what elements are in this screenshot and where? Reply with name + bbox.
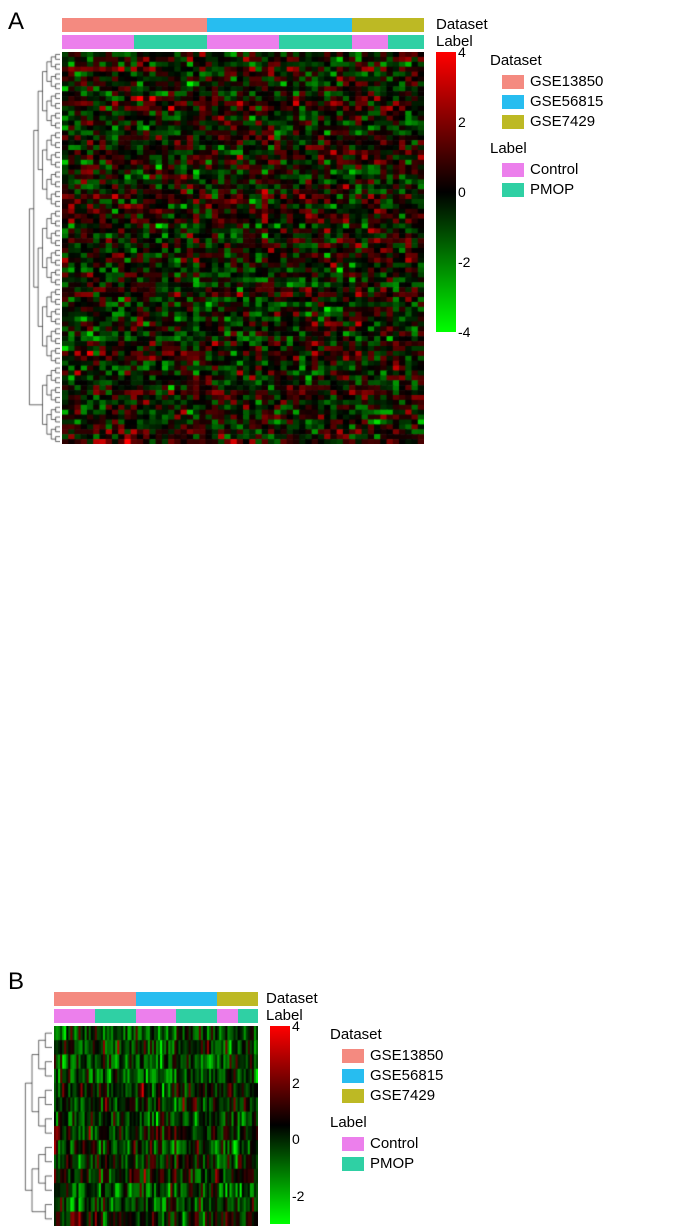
legend-label: PMOP <box>530 181 574 198</box>
legend-swatch <box>342 1137 364 1151</box>
legend-item-gse13850: GSE13850 <box>342 1047 443 1064</box>
legend-title: Label <box>490 140 603 157</box>
legend-block-dataset: Dataset GSE13850 GSE56815 GSE7429 <box>330 1026 443 1104</box>
legend-label: GSE13850 <box>370 1047 443 1064</box>
legend-swatch <box>342 1069 364 1083</box>
legend-swatch <box>342 1089 364 1103</box>
legend-swatch <box>502 75 524 89</box>
legend-block-dataset: Dataset GSE13850 GSE56815 GSE7429 <box>490 52 603 130</box>
annot-seg-control <box>207 35 279 49</box>
colorbar-tick: 2 <box>292 1075 300 1091</box>
annotation-track-label <box>62 35 424 49</box>
legend-swatch <box>502 115 524 129</box>
legend-swatch <box>502 183 524 197</box>
legend-swatch <box>502 163 524 177</box>
annot-seg-gse7429 <box>352 18 424 32</box>
panel-a-annotation-tracks <box>62 18 424 52</box>
legend-label: Control <box>370 1135 418 1152</box>
legend-label: GSE7429 <box>530 113 595 130</box>
annot-seg-gse56815 <box>207 18 352 32</box>
legend-item-control: Control <box>502 161 603 178</box>
panel-a-heatmap <box>62 52 424 444</box>
legend-label: GSE13850 <box>530 73 603 90</box>
colorbar-gradient <box>436 52 456 332</box>
colorbar-tick: -4 <box>458 324 470 340</box>
legend-label: GSE56815 <box>530 93 603 110</box>
legend-block-label: Label Control PMOP <box>490 140 603 198</box>
annot-seg-pmop <box>176 1009 217 1023</box>
legend-item-pmop: PMOP <box>342 1155 443 1172</box>
panel-b-row-dendrogram <box>20 1026 52 1226</box>
colorbar-tick: 4 <box>292 1018 300 1034</box>
legend-title: Label <box>330 1114 443 1131</box>
panel-b-annotation-tracks <box>54 992 258 1026</box>
panel-b-colorbar: 420-2 <box>270 1026 290 1224</box>
legend-item-pmop: PMOP <box>502 181 603 198</box>
colorbar-tick: -2 <box>458 254 470 270</box>
annot-seg-pmop <box>279 35 351 49</box>
colorbar-gradient <box>270 1026 290 1224</box>
annot-seg-gse7429 <box>217 992 258 1006</box>
annot-seg-pmop <box>95 1009 136 1023</box>
legend-swatch <box>502 95 524 109</box>
legend-swatch <box>342 1049 364 1063</box>
legend-item-control: Control <box>342 1135 443 1152</box>
colorbar-tick: 0 <box>292 1131 300 1147</box>
panel-a-row-dendrogram <box>28 52 60 444</box>
panel-a-colorbar: 420-2-4 <box>436 52 456 332</box>
legend-swatch <box>342 1157 364 1171</box>
annot-seg-control <box>54 1009 95 1023</box>
legend-title: Dataset <box>330 1026 443 1043</box>
annotation-track-label <box>54 1009 258 1023</box>
annot-seg-gse13850 <box>54 992 136 1006</box>
annot-seg-control <box>136 1009 177 1023</box>
panel-a: A Dataset Label 420-2-4 DatasetGSE13850G… <box>0 0 677 470</box>
panel-b-legend: Dataset GSE13850 GSE56815 GSE7429 Label Contr… <box>330 1026 443 1182</box>
annot-seg-gse56815 <box>136 992 218 1006</box>
legend-label: GSE7429 <box>370 1087 435 1104</box>
legend-item-gse56815: GSE56815 <box>502 93 603 110</box>
panel-b-heatmap <box>54 1026 258 1226</box>
legend-label: Control <box>530 161 578 178</box>
legend-block-label: Label Control PMOP <box>330 1114 443 1172</box>
annot-label-dataset: Dataset <box>436 16 488 33</box>
panel-b: B Dataset Label 420-2 DatasetGSE13850GSE… <box>0 484 677 824</box>
annot-seg-pmop <box>134 35 206 49</box>
annotation-track-dataset <box>62 18 424 32</box>
panel-b-label: B <box>8 968 24 996</box>
legend-item-gse7429: GSE7429 <box>342 1087 443 1104</box>
panel-a-label: A <box>8 8 24 36</box>
legend-label: PMOP <box>370 1155 414 1172</box>
annot-label-dataset: Dataset <box>266 990 318 1007</box>
annot-seg-pmop <box>238 1009 258 1023</box>
legend-item-gse7429: GSE7429 <box>502 113 603 130</box>
annot-seg-gse13850 <box>62 18 207 32</box>
colorbar-tick: 2 <box>458 114 466 130</box>
colorbar-tick: 4 <box>458 44 466 60</box>
annot-seg-pmop <box>388 35 424 49</box>
annot-seg-control <box>217 1009 237 1023</box>
panel-a-legend: Dataset GSE13850 GSE56815 GSE7429 Label Contr… <box>490 52 603 208</box>
legend-item-gse56815: GSE56815 <box>342 1067 443 1084</box>
annot-seg-control <box>62 35 134 49</box>
legend-label: GSE56815 <box>370 1067 443 1084</box>
legend-item-gse13850: GSE13850 <box>502 73 603 90</box>
annot-seg-control <box>352 35 388 49</box>
annotation-track-dataset <box>54 992 258 1006</box>
colorbar-tick: -2 <box>292 1188 304 1204</box>
colorbar-tick: 0 <box>458 184 466 200</box>
legend-title: Dataset <box>490 52 603 69</box>
